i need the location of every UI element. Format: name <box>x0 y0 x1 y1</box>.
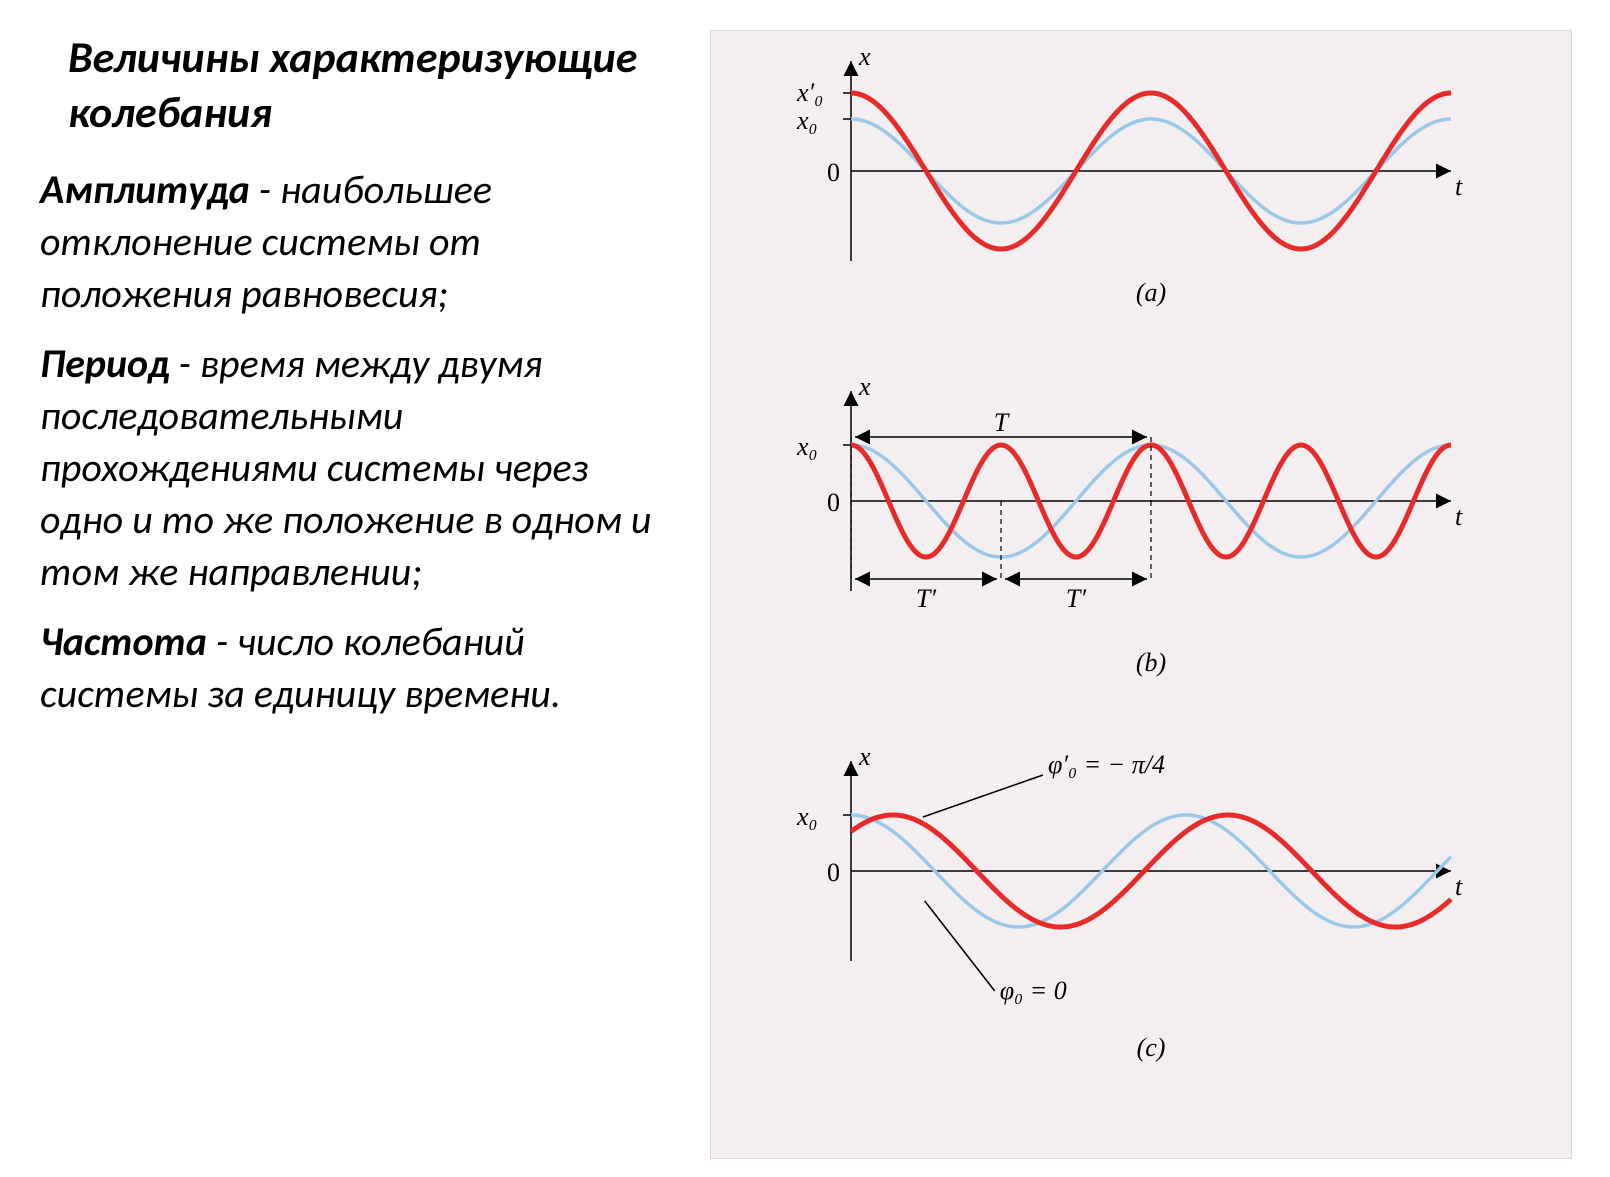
amp-label-b: x₀ <box>796 432 818 461</box>
period-Tp-label: T′ <box>1066 584 1086 613</box>
def-period: Период - время между двумя последователь… <box>40 338 680 598</box>
zero-label: 0 <box>827 858 840 887</box>
heading: Величины характеризующие колебания <box>40 30 680 140</box>
period-T-label: T <box>994 408 1010 437</box>
x-axis-label: t <box>1455 872 1463 901</box>
text-column: Величины характеризующие колебания Ампли… <box>0 0 700 1177</box>
zero-label: 0 <box>827 488 840 517</box>
chart-a: x t 0 x′₀x₀ (a) <box>711 31 1531 361</box>
chart-b: x t 0 x₀ T T′ T′ (b) <box>711 361 1531 731</box>
def-frequency: Частота - число колебаний системы за еди… <box>40 616 680 720</box>
term-frequency: Частота <box>40 617 207 666</box>
zero-label: 0 <box>827 158 840 187</box>
amp-label-blue: x₀ <box>796 106 818 135</box>
y-axis-label: x <box>858 42 871 71</box>
caption-c: (c) <box>1137 1033 1166 1062</box>
y-axis-label: x <box>858 742 871 771</box>
def-amplitude: Амплитуда - наибольшее отклонение систем… <box>40 164 680 320</box>
y-axis-label: x <box>858 372 871 401</box>
x-axis-label: t <box>1455 502 1463 531</box>
diagram-panel: xt0x′₀x₀(a) xt0x₀TT′T′(b) xt0x₀φ′₀ = − π… <box>710 30 1572 1159</box>
caption-b: (b) <box>1136 648 1166 677</box>
x-axis-label: t <box>1455 172 1463 201</box>
phi-red-label: φ′₀ = − π/4 <box>1048 750 1165 779</box>
phi-blue-label: φ₀ = 0 <box>1000 976 1067 1005</box>
period-Tp-label: T′ <box>916 584 936 613</box>
diagram-column: xt0x′₀x₀(a) xt0x₀TT′T′(b) xt0x₀φ′₀ = − π… <box>700 0 1610 1177</box>
chart-c: x t 0 x₀ φ′₀ = − π/4 φ₀ = 0 (c) <box>711 731 1531 1101</box>
term-period: Период <box>40 339 170 388</box>
caption-a: (a) <box>1136 278 1166 307</box>
term-amplitude: Амплитуда <box>40 165 250 214</box>
amp-label-red: x′₀ <box>796 78 823 107</box>
amp-label-c: x₀ <box>796 802 818 831</box>
